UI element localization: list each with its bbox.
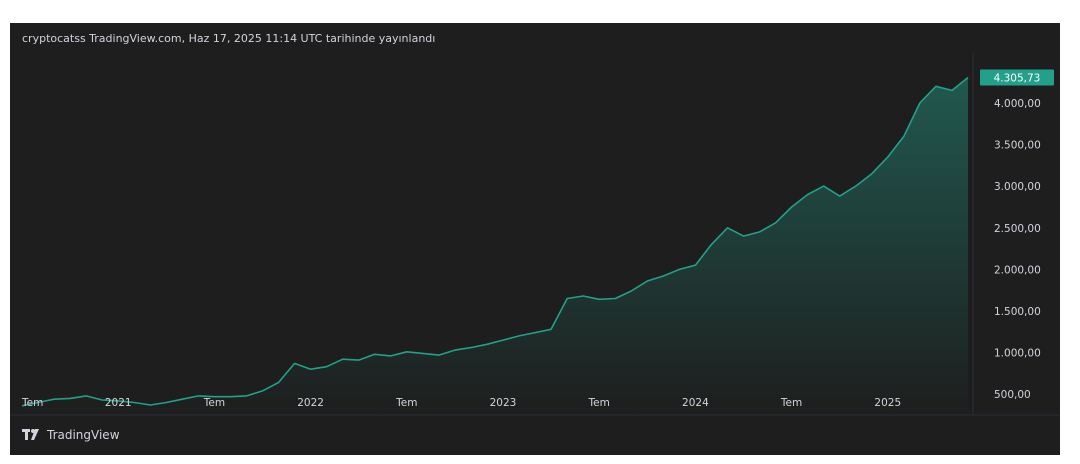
time-tick-label: 2021	[105, 397, 132, 409]
chart-frame: 500,00 1.000,00 1.500,00 2.000,00 2.500,00 3.…	[10, 23, 1060, 455]
last-price-label: 4.305,73	[994, 73, 1041, 85]
chart-svg[interactable]: 500,00 1.000,00 1.500,00 2.000,00 2.500,00 3.…	[10, 23, 1060, 455]
time-tick-label: Tem	[588, 397, 610, 409]
price-tick-label: 1.000,00	[994, 348, 1041, 360]
price-axis: 500,00 1.000,00 1.500,00 2.000,00 2.500,00 3.…	[994, 98, 1041, 401]
time-tick-label: 2025	[874, 397, 901, 409]
price-tick-label: 1.500,00	[994, 306, 1041, 318]
price-tick-label: 3.500,00	[994, 140, 1041, 152]
price-tick-label: 2.500,00	[994, 223, 1041, 235]
price-tick-label: 500,00	[994, 389, 1031, 401]
last-price-badge-bg	[980, 69, 1054, 86]
tradingview-logo-icon	[22, 429, 42, 441]
last-price-badge: 4.305,73	[980, 69, 1054, 86]
price-tick-label: 2.000,00	[994, 264, 1041, 276]
price-tick-label: 4.000,00	[994, 98, 1041, 110]
time-tick-label: 2023	[490, 397, 517, 409]
time-tick-label: Tem	[21, 397, 43, 409]
time-tick-label: 2022	[297, 397, 324, 409]
tradingview-brand-label: TradingView	[47, 428, 120, 442]
time-axis: Tem 2021 Tem 2022 Tem 2023 Tem 2024 Tem 2025	[21, 397, 901, 409]
time-tick-label: Tem	[395, 397, 417, 409]
publish-note: cryptocatss TradingView.com, Haz 17, 202…	[22, 32, 436, 45]
price-line[interactable]	[21, 76, 969, 407]
time-tick-label: 2024	[682, 397, 709, 409]
price-tick-label: 3.000,00	[994, 181, 1041, 193]
time-tick-label: Tem	[780, 397, 802, 409]
time-tick-label: Tem	[203, 397, 225, 409]
price-area-fill	[22, 77, 968, 415]
tradingview-brand[interactable]: TradingView	[22, 428, 120, 442]
